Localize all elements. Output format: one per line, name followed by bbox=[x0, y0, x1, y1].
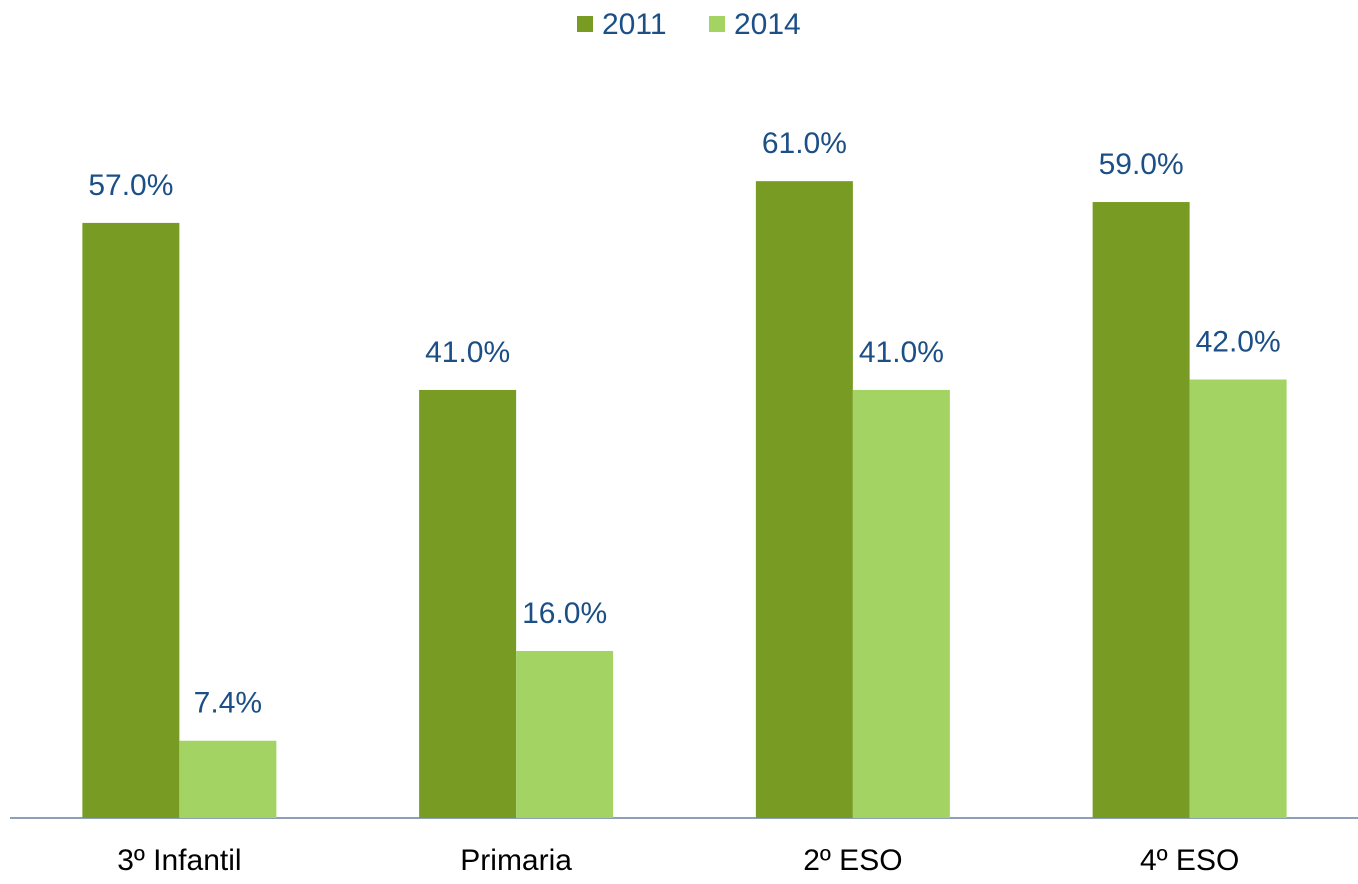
value-label: 41.0% bbox=[425, 336, 510, 369]
legend-swatch bbox=[709, 16, 725, 32]
bar bbox=[1092, 202, 1190, 819]
x-tick-label: Primaria bbox=[460, 844, 572, 877]
x-tick-label: 4º ESO bbox=[1140, 844, 1239, 877]
bar bbox=[1189, 379, 1287, 818]
value-label: 41.0% bbox=[859, 336, 944, 369]
value-label: 57.0% bbox=[88, 169, 173, 202]
value-label: 59.0% bbox=[1099, 148, 1184, 181]
value-label: 16.0% bbox=[522, 597, 607, 630]
legend-label: 2014 bbox=[734, 8, 801, 41]
legend-swatch bbox=[577, 16, 593, 32]
bar bbox=[852, 389, 950, 818]
bar bbox=[516, 650, 614, 818]
x-tick-label: 2º ESO bbox=[803, 844, 902, 877]
value-label: 61.0% bbox=[762, 127, 847, 160]
x-tick-label: 3º Infantil bbox=[117, 844, 241, 877]
value-label: 42.0% bbox=[1196, 325, 1281, 358]
bar bbox=[419, 389, 517, 818]
bar bbox=[179, 740, 277, 818]
bar bbox=[755, 181, 853, 818]
value-label: 7.4% bbox=[194, 687, 262, 720]
legend-label: 2011 bbox=[602, 8, 667, 41]
bar bbox=[82, 222, 180, 819]
